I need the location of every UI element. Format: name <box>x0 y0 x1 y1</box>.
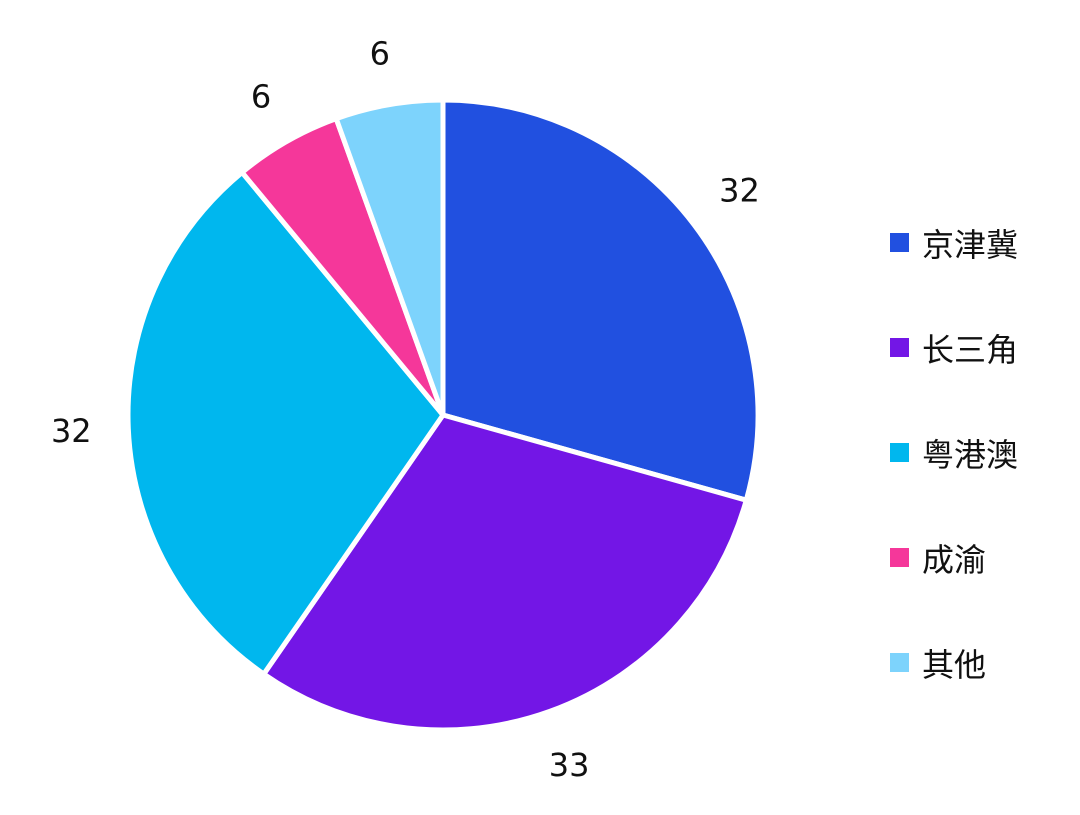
legend-swatch <box>890 233 909 252</box>
pie-data-label: 6 <box>251 77 271 115</box>
chart-legend: 京津冀 长三角 粤港澳 成渝 其他 <box>890 190 1070 715</box>
pie-slice <box>440 97 761 503</box>
pie-slices <box>125 97 761 733</box>
pie-data-labels: 32 33 32 6 6 <box>51 35 760 785</box>
legend-label: 其他 <box>922 645 987 684</box>
legend-swatch <box>890 653 909 672</box>
legend-swatch <box>890 338 909 357</box>
pie-data-label: 33 <box>549 746 590 784</box>
pie-slice <box>261 412 749 733</box>
pie-slice <box>333 97 446 418</box>
legend-swatch <box>890 443 909 462</box>
legend-item: 粤港澳 <box>890 400 1070 505</box>
legend-item: 成渝 <box>890 505 1070 610</box>
legend-item: 其他 <box>890 610 1070 715</box>
pie-slice <box>125 169 446 677</box>
legend-label: 成渝 <box>922 540 987 579</box>
legend-label: 粤港澳 <box>922 435 1019 474</box>
legend-swatch <box>890 548 909 567</box>
legend-label: 京津冀 <box>922 225 1019 264</box>
legend-label: 长三角 <box>922 330 1019 369</box>
pie-data-label: 6 <box>370 35 390 73</box>
legend-item: 京津冀 <box>890 190 1070 295</box>
pie-data-label: 32 <box>719 171 760 209</box>
legend-item: 长三角 <box>890 295 1070 400</box>
pie-data-label: 32 <box>51 412 92 450</box>
